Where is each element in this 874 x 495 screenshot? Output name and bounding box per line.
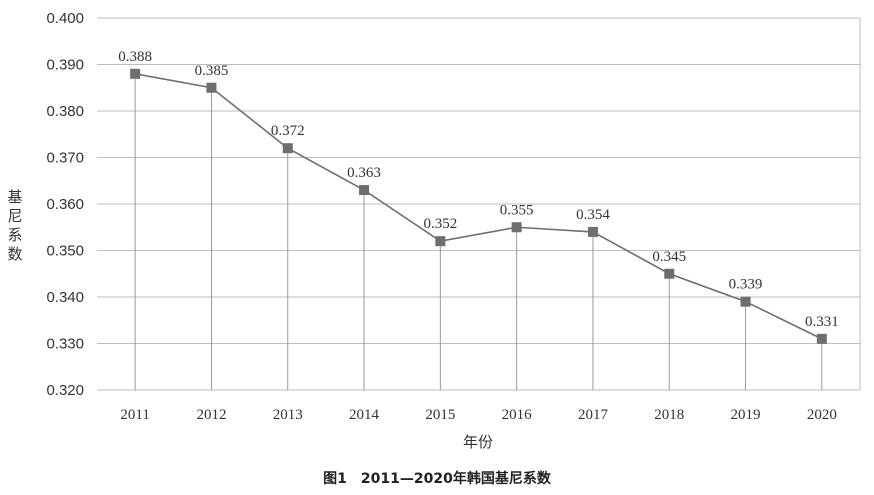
data-markers (130, 68, 827, 344)
data-point (587, 226, 598, 237)
gridlines (97, 17, 861, 391)
x-tick-label: 2018 (654, 407, 684, 423)
drop-lines (134, 73, 823, 390)
y-tick-label: 0.360 (46, 196, 84, 213)
x-tick-label: 2020 (807, 407, 837, 423)
data-point (435, 236, 446, 247)
y-tick-label: 0.390 (46, 57, 84, 74)
x-tick-label: 2013 (273, 407, 303, 423)
x-tick-label: 2012 (196, 407, 226, 423)
y-tick-label: 0.320 (46, 382, 84, 399)
data-label: 0.352 (423, 216, 457, 232)
data-point (740, 296, 751, 307)
y-tick-label: 0.350 (46, 243, 84, 260)
data-label: 0.388 (118, 49, 152, 65)
data-point (511, 222, 522, 233)
data-point (816, 333, 827, 344)
data-point (282, 143, 293, 154)
data-label: 0.331 (805, 314, 839, 330)
y-axis-ticks: 0.320 0.330 0.340 0.350 0.360 0.370 0.380 0.390… (46, 10, 84, 399)
series-line (135, 73, 823, 340)
x-axis-title: 年份 (463, 433, 493, 451)
data-label: 0.339 (729, 277, 763, 293)
data-point (206, 82, 217, 93)
x-tick-label: 2015 (425, 407, 455, 423)
x-tick-label: 2011 (120, 407, 149, 423)
data-label: 0.354 (576, 207, 610, 223)
data-point (130, 68, 141, 79)
data-label: 0.372 (271, 123, 305, 139)
data-label: 0.355 (500, 202, 534, 218)
x-tick-label: 2019 (731, 407, 761, 423)
y-tick-label: 0.340 (46, 289, 84, 306)
data-labels: 0.388 0.385 0.372 0.363 0.352 0.355 0.354 0.345… (118, 49, 838, 330)
x-tick-label: 2016 (502, 407, 533, 423)
y-tick-label: 0.330 (46, 336, 84, 353)
y-tick-label: 0.380 (46, 103, 84, 120)
y-axis-title: 基尼系数 (7, 188, 23, 263)
data-label: 0.385 (195, 63, 229, 79)
data-label: 0.363 (347, 165, 381, 181)
data-point (664, 268, 675, 279)
x-axis-ticks: 2011 2012 2013 2014 2015 2016 2017 2018 2019 2020 (120, 407, 836, 423)
figure-caption: 图1 2011—2020年韩国基尼系数 (323, 471, 551, 487)
data-point (359, 185, 370, 196)
data-label: 0.345 (652, 249, 686, 265)
x-tick-label: 2014 (349, 407, 380, 423)
gini-line (135, 73, 823, 340)
y-tick-label: 0.370 (46, 150, 84, 167)
x-tick-label: 2017 (578, 407, 609, 423)
y-tick-label: 0.400 (46, 10, 84, 27)
